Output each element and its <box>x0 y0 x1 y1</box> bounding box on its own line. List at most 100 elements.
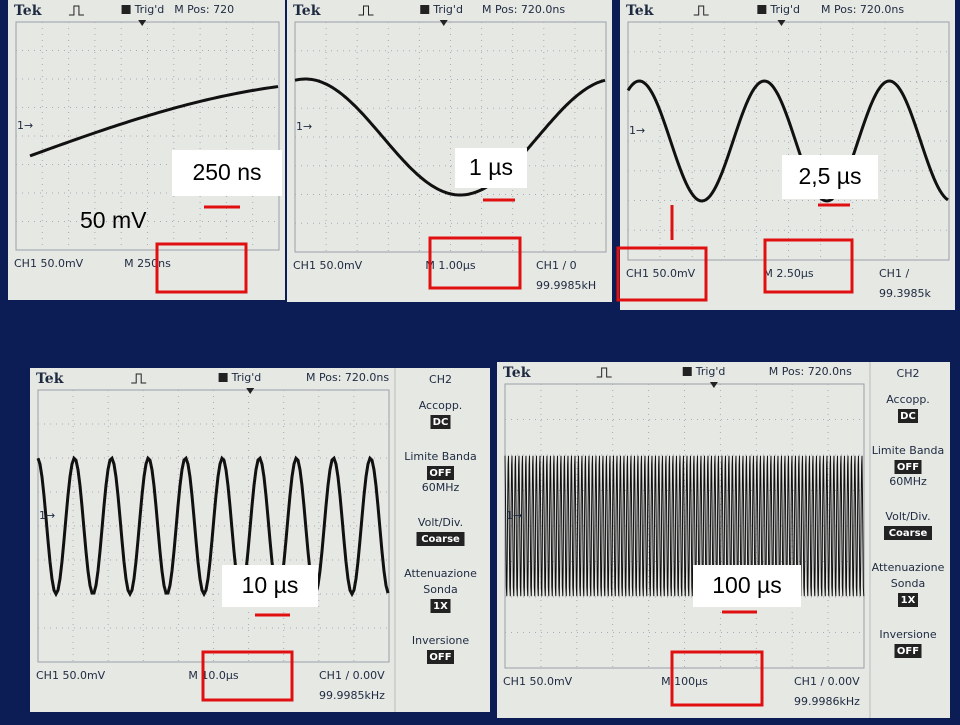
menu-value: Coarse <box>889 528 928 539</box>
menu-value-box <box>416 532 465 546</box>
menu-value: DC <box>433 417 449 428</box>
brand-label: Tek <box>36 371 64 387</box>
trigger-arrow <box>709 382 718 388</box>
trigger-status: Trig'd <box>432 3 463 16</box>
screen-bg <box>30 368 490 712</box>
menu-title: CH2 <box>897 367 920 380</box>
highlight-box <box>201 650 294 702</box>
trigger-arrow <box>777 20 786 26</box>
oscilloscope-screen: 1→ Tek Trig'd M Pos: 720.0ns CH1 50.0mV M 2.5… <box>616 0 955 310</box>
menu-label: Accopp. <box>419 399 463 412</box>
position-label: M Pos: 720.0ns <box>821 3 904 16</box>
trigger-badge <box>218 373 228 382</box>
annotation-box <box>455 148 527 188</box>
trigger-icon <box>131 373 147 384</box>
trigger-arrow <box>246 388 255 394</box>
trigger-arrow <box>439 20 448 26</box>
position-label: M Pos: 720.0ns <box>769 365 852 378</box>
waveform <box>36 455 390 598</box>
menu-label: Limite Banda <box>872 444 945 457</box>
oscilloscope-screen: 1→ Tek Trig'd M Pos: 720.0ns CH1 50.0mV M 1.0… <box>287 0 612 302</box>
menu-value-box <box>898 593 918 607</box>
timebase: M 10.0µs <box>188 669 238 682</box>
trigger-status: Trig'd <box>231 371 262 384</box>
menu-value: OFF <box>429 468 451 479</box>
frequency: 99.9986kHz <box>794 695 860 708</box>
channel-scale: CH1 50.0mV <box>626 267 696 280</box>
channel-marker: 1→ <box>296 120 312 133</box>
menu-label: Attenuazione <box>404 567 477 580</box>
menu-sublabel: Sonda <box>891 577 925 590</box>
menu-label: Inversione <box>879 628 937 641</box>
menu-value-box <box>430 415 451 429</box>
timebase: M 1.00µs <box>425 259 475 272</box>
frequency: 99.3985k <box>879 287 931 300</box>
header-bar <box>8 0 285 20</box>
highlight-box <box>428 236 522 290</box>
highlight-box <box>155 242 248 294</box>
position-label: M Pos: 720 <box>174 3 234 16</box>
channel-marker: 1→ <box>17 119 33 132</box>
frequency: 99.9985kH <box>536 279 596 292</box>
screen-content: 1→ Tek Trig'd M Pos: 720.0ns CH1 50.0mV M 1.0… <box>287 0 612 302</box>
waveform <box>626 79 949 203</box>
frequency: 99.9985kHz <box>319 689 385 702</box>
trigger-icon <box>358 5 374 16</box>
menu-sublabel: Sonda <box>423 583 457 596</box>
brand-label: Tek <box>14 3 42 19</box>
oscilloscope-screen: 1→ Tek Trig'd M Pos: 720 CH1 50.0mV M 250ns 25… <box>8 0 285 300</box>
annotation-text: 2,5 µs <box>798 163 861 189</box>
menu-label: Accopp. <box>886 393 930 406</box>
trigger-arrow <box>138 20 147 26</box>
annotation-text: 100 µs <box>712 572 782 598</box>
menu-value-box <box>898 409 918 423</box>
menu-label: Limite Banda <box>404 450 477 463</box>
menu-label: Inversione <box>412 634 470 647</box>
brand-label: Tek <box>626 3 654 19</box>
menu-value-box <box>430 599 451 613</box>
annotation-box <box>222 565 318 607</box>
oscilloscope-screen: 1→ Tek Trig'd M Pos: 720.0ns CH1 50.0mV M 100… <box>497 362 950 718</box>
menu-label: Volt/Div. <box>418 516 463 529</box>
trigger-status: Trig'd <box>769 3 800 16</box>
timebase: M 2.50µs <box>763 267 813 280</box>
menu-label: Attenuazione <box>872 561 945 574</box>
annotation-text: 50 mV <box>80 207 147 233</box>
annotation-box <box>172 150 282 196</box>
brand-label: Tek <box>293 3 321 19</box>
oscilloscope-screen: 1→ Tek Trig'd M Pos: 720.0ns CH1 50.0mV M 10.… <box>30 368 490 712</box>
trigger-level: CH1 / <box>879 267 909 280</box>
trigger-status: Trig'd <box>695 365 726 378</box>
trigger-level: CH1 / 0.00V <box>319 669 385 682</box>
menu-value: Coarse <box>421 534 460 545</box>
channel-scale: CH1 50.0mV <box>14 257 84 270</box>
channel-scale: CH1 50.0mV <box>36 669 106 682</box>
highlight-box <box>616 246 708 302</box>
menu-value-box <box>884 526 932 540</box>
position-label: M Pos: 720.0ns <box>306 371 389 384</box>
menu-value-box <box>894 460 922 474</box>
menu-value: OFF <box>429 652 451 663</box>
menu-value-box <box>427 650 454 664</box>
timebase: M 250ns <box>124 257 171 270</box>
annotation-text: 1 µs <box>469 154 513 180</box>
channel-scale: CH1 50.0mV <box>503 675 573 688</box>
menu-extra: 60MHz <box>889 475 927 488</box>
menu-label: Volt/Div. <box>885 510 930 523</box>
menu-value: OFF <box>897 462 919 473</box>
highlight-box <box>670 650 764 707</box>
trigger-level: CH1 / 0.00V <box>794 675 860 688</box>
channel-scale: CH1 50.0mV <box>293 259 363 272</box>
menu-value-box <box>894 644 922 658</box>
brand-label: Tek <box>503 365 531 381</box>
menu-value: 1X <box>433 601 448 612</box>
trigger-icon <box>596 367 612 378</box>
trigger-icon <box>693 5 709 16</box>
highlight-box <box>763 238 854 294</box>
trigger-badge <box>682 367 692 376</box>
waveform <box>504 455 865 597</box>
annotation-text: 10 µs <box>242 572 299 598</box>
menu-value: OFF <box>897 646 919 657</box>
trigger-badge <box>121 5 131 14</box>
